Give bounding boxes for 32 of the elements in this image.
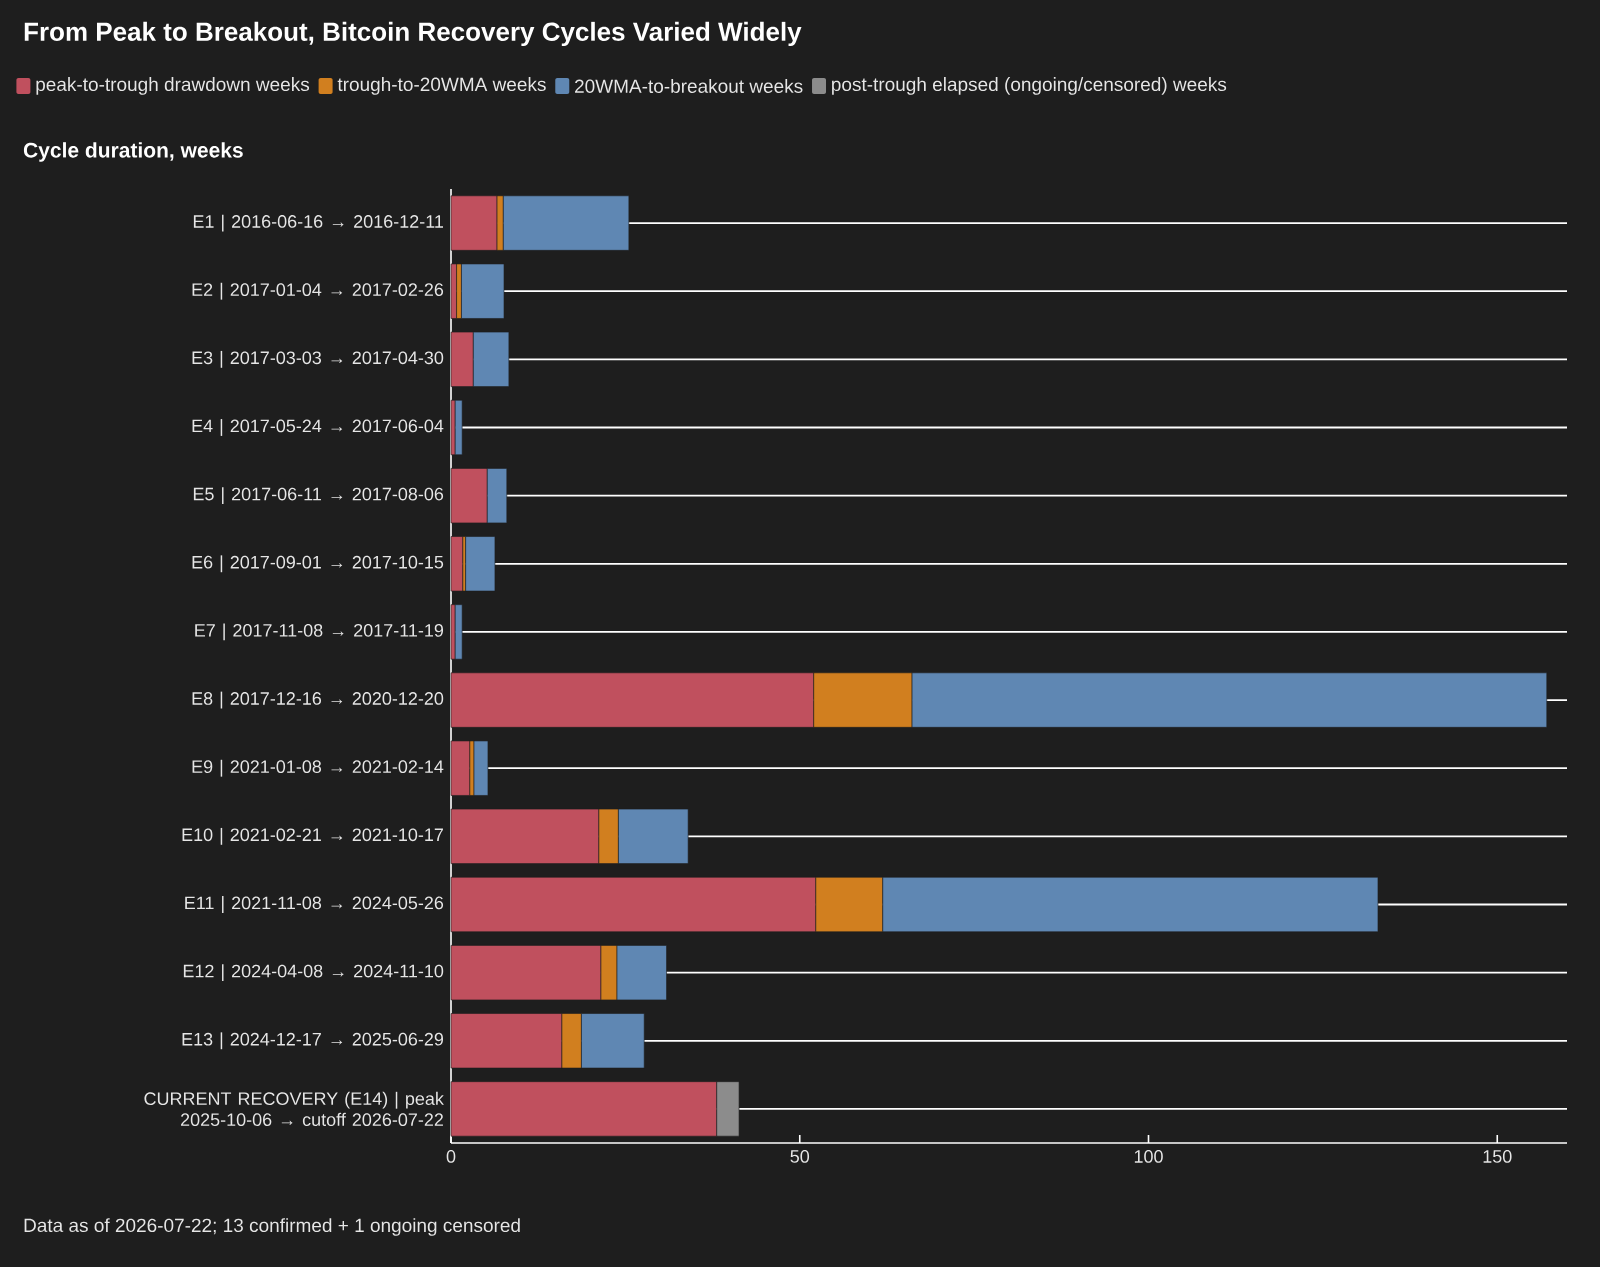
bar <box>450 740 471 796</box>
legend-label: post-trough elapsed (ongoing/censored) weeks <box>832 77 1227 95</box>
y-tick-label: E10 | 2021-02-21 → 2021-10-17 <box>182 827 443 845</box>
x-tick-label: 0 <box>446 1150 456 1163</box>
y-tick-label: E12 | 2024-04-08 → 2024-11-10 <box>183 964 444 982</box>
y-tick-label: E4 | 2017-05-24 → 2017-06-04 <box>192 419 444 436</box>
bar <box>454 399 463 456</box>
y-tick-label: E11 | 2021-11-08 → 2024-05-26 <box>185 896 444 913</box>
y-tick-label: E8 | 2017-12-16 → 2020-12-20 <box>192 691 444 709</box>
text: Data as of 2026-07-22; 13 confirmed + 1 ongoing censored <box>24 1218 520 1236</box>
legend-label: 20WMA-to-breakout weeks <box>575 79 803 93</box>
y-tick-label: E1 | 2016-06-16 → 2016-12-11 <box>193 214 444 232</box>
y-tick-label: E9 | 2021-01-08 → 2021-02-14 <box>192 759 444 777</box>
bar <box>473 740 489 796</box>
bar <box>450 263 457 319</box>
x-tick-label: 50 <box>790 1150 810 1163</box>
y-tick-label: E7 | 2017-11-08 → 2017-11-19 <box>195 623 444 641</box>
y-tick-label: E5 | 2017-06-11 → 2017-08-06 <box>193 487 444 505</box>
x-axis-title: Cycle duration, weeks <box>23 142 243 162</box>
y-tick-label: E6 | 2017-09-01 → 2017-10-15 <box>192 555 444 573</box>
bar <box>465 536 496 592</box>
bar <box>450 536 464 592</box>
legend-label: trough-to-20WMA weeks <box>337 77 546 95</box>
x-tick-label: 100 <box>1134 1150 1163 1163</box>
x-tick-label: 150 <box>1483 1150 1512 1163</box>
bar <box>454 604 463 660</box>
y-tick-label: E3 | 2017-03-03 → 2017-04-30 <box>192 350 444 368</box>
legend-label: peak-to-trough drawdown weeks <box>36 77 310 95</box>
y-tick-label: E13 | 2024-12-17 → 2025-06-29 <box>182 1032 444 1050</box>
chart-title: From Peak to Breakout, Bitcoin Recovery Cycles Varied Widely <box>24 21 802 47</box>
y-tick-label: CURRENT RECOVERY (E14) | peak 2025-10-06 → cutoff 2026-07-22 <box>144 1091 444 1127</box>
y-tick-label: E2 | 2017-01-04 → 2017-02-26 <box>192 282 444 300</box>
